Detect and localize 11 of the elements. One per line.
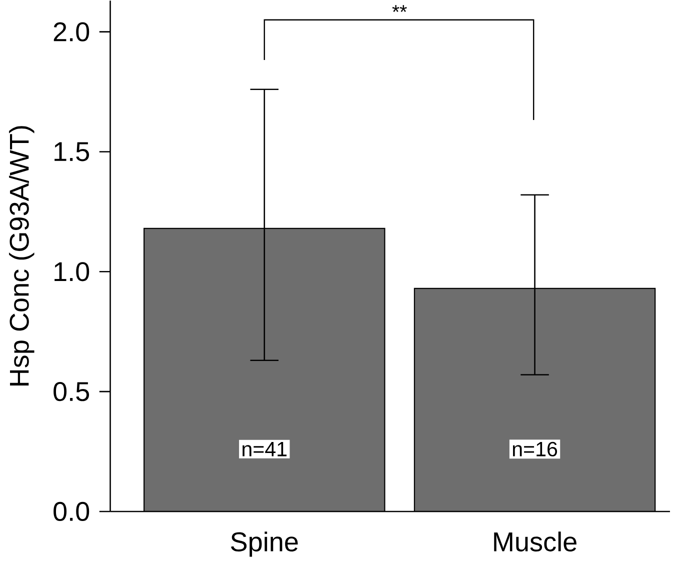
y-axis-title: Hsp Conc (G93A/WT) [9, 126, 34, 386]
y-tick-label: 0.5 [54, 382, 90, 402]
x-tick-label: Muscle [494, 532, 576, 552]
annotation: ** [392, 5, 407, 12]
annotation: n=16 [512, 442, 558, 456]
y-tick-label: 1.5 [54, 142, 90, 162]
y-tick-label: 0.0 [54, 502, 90, 522]
y-tick-label: 1.0 [54, 262, 90, 282]
x-tick-label: Spine [230, 532, 298, 557]
y-tick-label: 2.0 [54, 22, 90, 42]
annotation: n=41 [242, 442, 287, 456]
